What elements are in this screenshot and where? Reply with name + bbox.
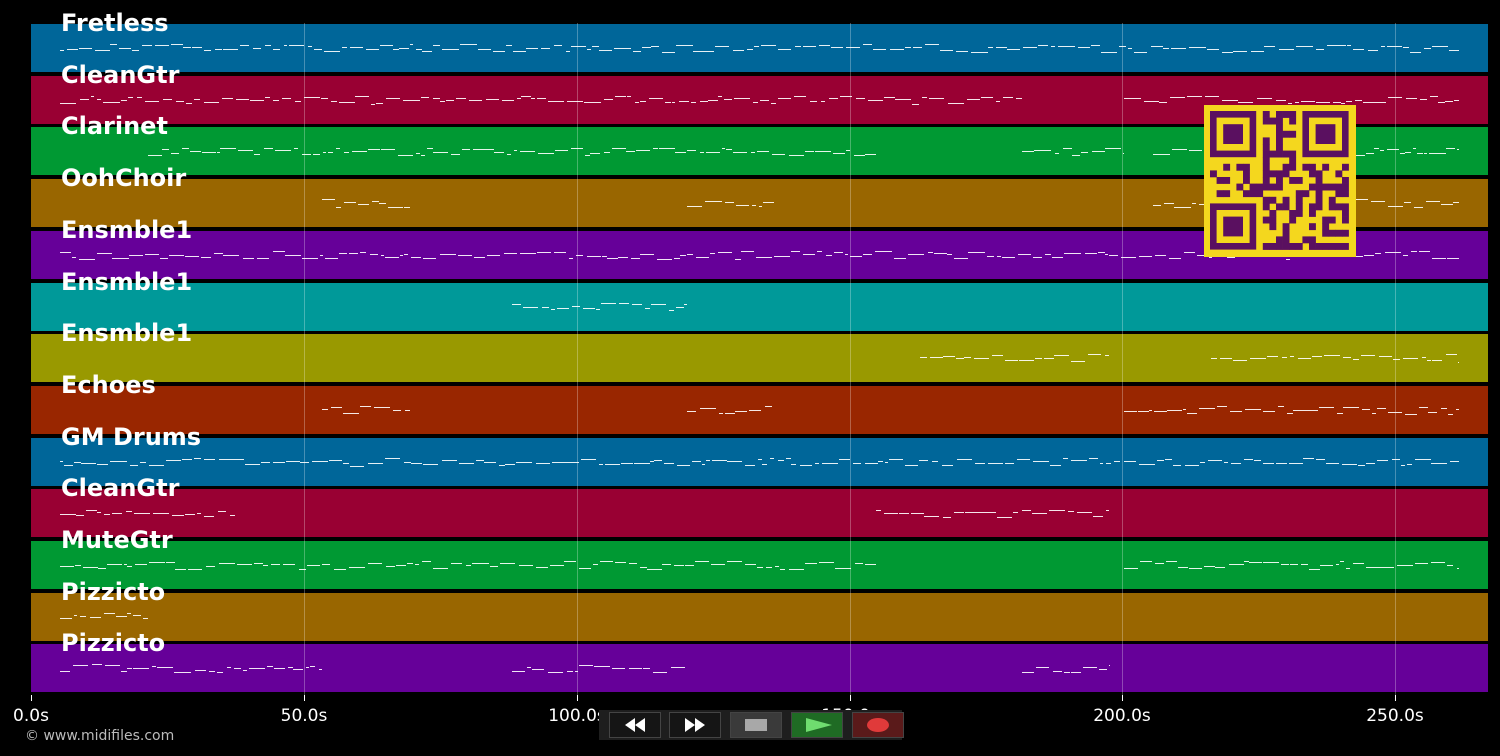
fast-forward-icon	[685, 718, 705, 732]
track-lane[interactable]: Echoes	[31, 371, 1488, 436]
track-name: Ensmble1	[61, 267, 193, 296]
track-name: Clarinet	[61, 112, 168, 141]
note-region	[31, 644, 1488, 694]
tick-mark	[850, 695, 851, 701]
track-lane[interactable]: Ensmble1	[31, 268, 1488, 333]
track-lane[interactable]: GM Drums	[31, 423, 1488, 488]
record-button[interactable]	[852, 712, 904, 738]
track-lane[interactable]: Fretless	[31, 9, 1488, 74]
track-name: GM Drums	[61, 422, 202, 451]
note-region	[31, 489, 1488, 539]
grid-line	[850, 23, 851, 695]
tick-label: 50.0s	[280, 706, 328, 726]
track-name: CleanGtr	[61, 474, 180, 503]
track-lane[interactable]: CleanGtr	[31, 474, 1488, 539]
note-region	[31, 541, 1488, 591]
track-name: MuteGtr	[61, 526, 173, 554]
grid-line	[304, 23, 305, 695]
track-name: Fretless	[61, 9, 169, 37]
note-region	[31, 334, 1488, 384]
grid-line	[577, 23, 578, 695]
track-name: OohChoir	[61, 164, 187, 193]
qr-pattern	[1210, 111, 1349, 250]
tick-label: 250.0s	[1366, 706, 1424, 726]
play-icon	[806, 718, 832, 732]
track-name: Ensmble1	[61, 319, 193, 348]
tick-mark	[31, 695, 32, 701]
track-name: Echoes	[61, 370, 156, 399]
track-lane[interactable]: Ensmble1	[31, 319, 1488, 384]
grid-line	[1122, 23, 1123, 695]
fast-forward-button[interactable]	[669, 712, 721, 738]
tick-mark	[577, 695, 578, 701]
stop-button[interactable]	[730, 712, 782, 738]
track-lane[interactable]: MuteGtr	[31, 526, 1488, 591]
note-region	[31, 283, 1488, 333]
track-name: Pizzicto	[61, 577, 166, 606]
tick-label: 200.0s	[1093, 706, 1151, 726]
rewind-icon	[625, 718, 645, 732]
tick-mark	[1395, 695, 1396, 701]
note-region	[31, 24, 1488, 74]
play-button[interactable]	[791, 712, 843, 738]
stop-icon	[745, 719, 767, 731]
note-region	[31, 386, 1488, 436]
note-region	[31, 76, 1488, 126]
track-lane[interactable]: Pizzicto	[31, 578, 1488, 643]
rewind-button[interactable]	[609, 712, 661, 738]
tick-mark	[1122, 695, 1123, 701]
note-region	[31, 438, 1488, 488]
tick-label: 100.0s	[548, 706, 606, 726]
grid-line	[1395, 23, 1396, 695]
track-name: Ensmble1	[61, 215, 193, 244]
copyright-text: © www.midifiles.com	[25, 728, 175, 744]
tick-mark	[304, 695, 305, 701]
record-icon	[867, 718, 889, 732]
note-region	[31, 593, 1488, 643]
track-lane[interactable]: Pizzicto	[31, 629, 1488, 694]
qr-code	[1204, 105, 1356, 257]
transport-controls	[599, 710, 904, 740]
track-name: CleanGtr	[61, 60, 180, 89]
track-name: Pizzicto	[61, 629, 166, 658]
track-lanes: Fretless CleanGtr Clarinet OohChoir Ensmble1…	[31, 9, 1488, 695]
tick-label: 0.0s	[13, 706, 49, 726]
